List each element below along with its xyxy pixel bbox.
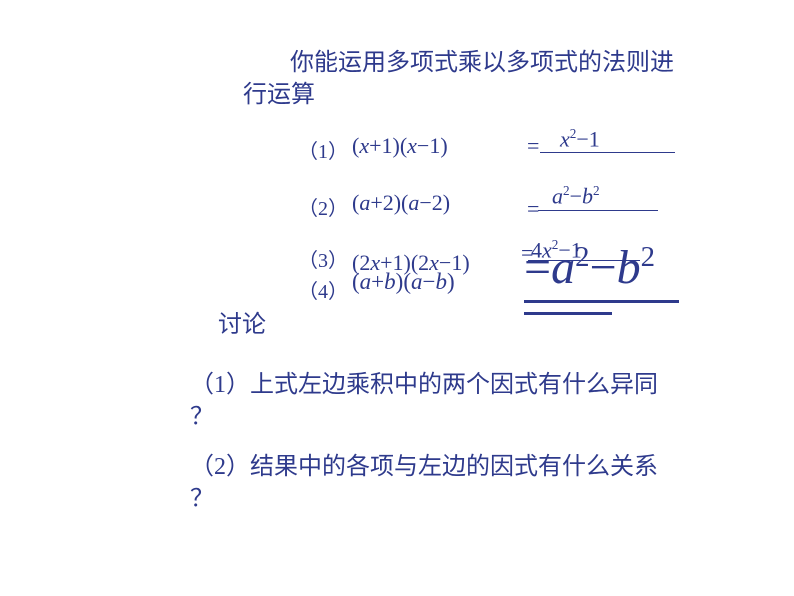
problem-index-1: （1） [298,135,348,164]
underline-1 [540,152,675,153]
discuss-label: 讨论 [218,310,266,341]
problem-index-4: （4） [298,275,348,304]
question-1-line2: ？ [190,402,214,433]
problem-rhs-2: a2−b2 [552,183,600,209]
problem-index-2: （2） [298,192,348,221]
slide-page: 你能运用多项式乘以多项式的法则进 行运算 （1） (x+1)(x−1) = x2… [0,0,794,596]
problem-rhs-4: =a2−b2 [524,240,655,295]
problem-eq-2: = [527,196,539,222]
problem-index-3: （3） [298,244,348,273]
underline-4-top [524,300,679,303]
problem-lhs-2: (a+2)(a−2) [352,190,450,216]
underline-4-bottom [524,312,612,315]
problem-rhs-1: x2−1 [560,126,600,152]
underline-2 [538,210,658,211]
intro-line1: 你能运用多项式乘以多项式的法则进 [290,48,674,79]
problem-eq-1: = [527,133,539,159]
intro-line2: 行运算 [243,80,315,111]
question-1-line1: （1）上式左边乘积中的两个因式有什么异同 [190,370,658,401]
question-2-line2: ？ [190,484,214,515]
problem-lhs-4: (a+b)(a−b) [352,269,455,295]
question-2-line1: （2）结果中的各项与左边的因式有什么关系 [190,452,658,483]
problem-lhs-1: (x+1)(x−1) [352,133,448,159]
